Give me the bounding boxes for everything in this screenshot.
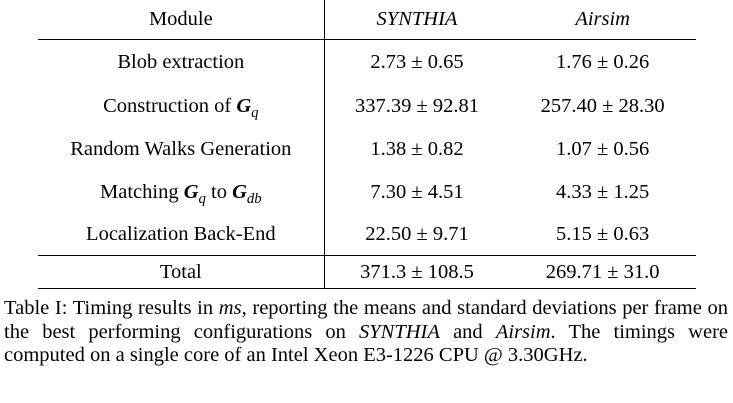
row-airsim-value: 5.15 ± 0.63: [556, 223, 650, 245]
caption-label: Table I: Timing results in: [4, 297, 219, 319]
caption-text: . The timings were computed on a single …: [4, 320, 729, 367]
total-label: Total: [38, 255, 325, 289]
row-module: Construction of Gq: [38, 85, 324, 128]
row-synthia-value: 22.50 ± 9.71: [323, 214, 510, 256]
caption-text: , reporting the means and standard devia…: [4, 297, 728, 343]
row-airsim-value: 1.76 ± 0.26: [556, 51, 650, 73]
header-airsim: Airsim: [509, 0, 696, 40]
module-text: to: [205, 181, 233, 203]
row-module: Localization Back-End: [86, 223, 276, 245]
header-synthia: SYNTHIA: [323, 0, 510, 40]
table-row: Blob extraction 2.73 ± 0.65 1.76 ± 0.26: [38, 39, 696, 85]
math-symbol: G: [183, 181, 199, 203]
table-caption: Table I: Timing results in ms, reporting…: [4, 297, 728, 368]
row-synthia-value: 2.73 ± 0.65: [323, 39, 510, 85]
timing-table: Module SYNTHIA Airsim Blob extraction 2.…: [38, 0, 696, 289]
row-module: Random Walks Generation: [70, 138, 292, 160]
table-header-row: Module SYNTHIA Airsim: [38, 0, 696, 40]
total-airsim-value: 269.71 ± 31.0: [509, 255, 696, 289]
caption-dataset-synthia: SYNTHIA: [359, 320, 440, 343]
caption-text: and: [439, 320, 496, 343]
row-airsim-value: 1.07 ± 0.56: [556, 138, 650, 160]
row-airsim-value: 4.33 ± 1.25: [556, 181, 650, 203]
table-row: Construction of Gq 337.39 ± 92.81 257.40…: [38, 85, 696, 128]
table-row: Localization Back-End 22.50 ± 9.71 5.15 …: [38, 214, 696, 256]
timing-table-container: Module SYNTHIA Airsim Blob extraction 2.…: [38, 0, 696, 289]
math-symbol: G: [236, 95, 252, 117]
math-subscript: q: [251, 105, 259, 122]
row-synthia-value: 7.30 ± 4.51: [323, 171, 510, 214]
table-row: Random Walks Generation 1.38 ± 0.82 1.07…: [38, 128, 696, 171]
table-total-row: Total 371.3 ± 108.5 269.71 ± 31.0: [38, 255, 696, 289]
caption-unit: ms: [218, 297, 242, 319]
row-synthia-value: 337.39 ± 92.81: [323, 85, 510, 128]
row-module: Matching Gq to Gdb: [38, 171, 324, 214]
math-subscript: q: [198, 191, 206, 208]
header-module: Module: [38, 0, 325, 40]
math-subscript: db: [246, 191, 262, 208]
math-symbol: G: [232, 181, 247, 203]
row-synthia-value: 1.38 ± 0.82: [323, 128, 510, 171]
row-airsim-value: 257.40 ± 28.30: [540, 95, 665, 117]
table-row: Matching Gq to Gdb 7.30 ± 4.51 4.33 ± 1.…: [38, 171, 696, 214]
module-text: Matching: [100, 181, 184, 203]
total-synthia-value: 371.3 ± 108.5: [323, 255, 510, 289]
caption-dataset-airsim: Airsim: [495, 320, 551, 343]
row-module: Blob extraction: [117, 51, 245, 73]
module-text: Construction of: [103, 95, 237, 117]
